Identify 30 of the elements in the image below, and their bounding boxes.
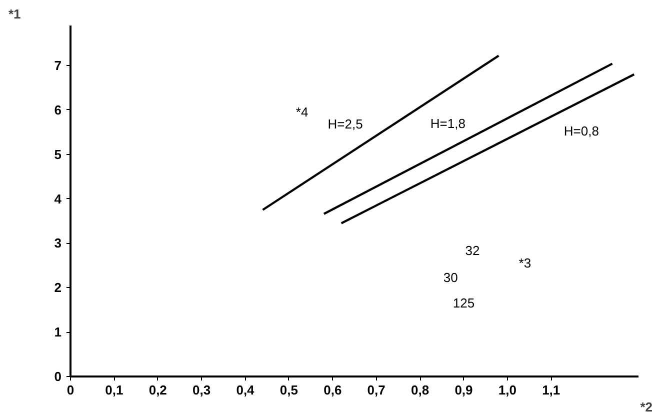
x-tick-label: 0,2 [148,382,167,398]
x-tick-label: 1,0 [498,382,516,398]
y-tick-label: 6 [54,102,62,118]
x-tick-label: 0,5 [280,382,298,398]
y-tick-label: 0 [54,369,62,384]
y-tick-label: 2 [54,280,62,296]
annotation: 30 [443,270,458,285]
x-tick-label: 0,8 [411,382,430,398]
x-tick-label: 0,9 [454,382,473,398]
x-tick-label: 0 [66,382,74,398]
y-tick-label: 3 [54,236,62,251]
annotation: *4 [296,104,308,120]
x-tick-label: 0,7 [367,382,386,398]
annotation: *3 [518,256,532,271]
annotation: 125 [452,296,475,311]
x-tick-label: 0,1 [105,382,124,398]
x-tick-label: 0,3 [192,382,211,398]
series-label: H=0,8 [564,124,599,139]
series-label: H=1,8 [430,116,466,131]
y-tick-label: 5 [54,146,62,162]
series-label: H=2,5 [328,116,363,132]
x-tick-label: 0,4 [236,382,256,398]
y-axis-title: *1 [8,6,21,22]
y-tick-label: 1 [54,324,62,340]
y-tick-label: 7 [54,58,62,73]
x-axis-title: *2 [640,400,653,414]
x-tick-label: 1,1 [542,382,560,398]
x-tick-label: 0,6 [324,382,342,398]
y-tick-label: 4 [54,191,62,206]
annotation: 32 [465,242,480,258]
